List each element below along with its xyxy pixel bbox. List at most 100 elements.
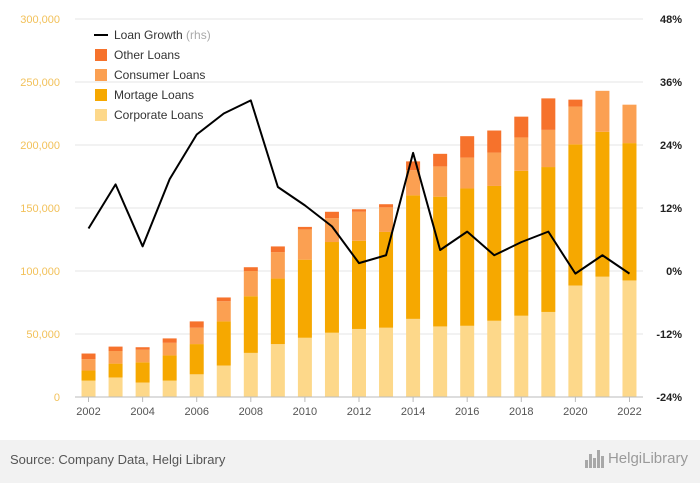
bar-mortage-loans-2015 [433, 196, 448, 327]
bar-consumer-loans-2020 [568, 106, 583, 145]
brand: HelgiLibrary [584, 448, 688, 468]
bar-corporate-loans-2014 [406, 318, 421, 397]
bar-other-loans-2009 [270, 246, 285, 253]
bar-other-loans-2003 [108, 346, 123, 352]
y-right-tick-label: 48% [660, 14, 682, 26]
x-tick-label: 2018 [509, 406, 533, 418]
bar-mortage-loans-2010 [297, 259, 312, 338]
bar-other-loans-2002 [81, 353, 96, 360]
bar-consumer-loans-2007 [216, 301, 231, 322]
x-tick-label: 2012 [347, 406, 371, 418]
bar-corporate-loans-2015 [433, 326, 448, 397]
bar-consumer-loans-2010 [297, 229, 312, 260]
bar-other-loans-2007 [216, 297, 231, 302]
bar-mortage-loans-2005 [162, 355, 177, 381]
legend: Loan Growth (rhs) Other Loans Consumer Loa… [94, 28, 211, 122]
bar-corporate-loans-2009 [270, 344, 285, 397]
bar-corporate-loans-2020 [568, 285, 583, 397]
bar-corporate-loans-2003 [108, 377, 123, 397]
bar-corporate-loans-2013 [379, 327, 394, 397]
bar-corporate-loans-2004 [135, 382, 150, 397]
bar-mortage-loans-2020 [568, 144, 583, 286]
bar-mortage-loans-2008 [243, 296, 258, 353]
y-left-tick-label: 100,000 [20, 266, 60, 278]
bar-corporate-loans-2010 [297, 337, 312, 397]
legend-swatch-icon [95, 109, 107, 121]
bar-other-loans-2019 [541, 98, 556, 130]
y-right-tick-label: -24% [656, 392, 682, 404]
bar-mortage-loans-2011 [324, 242, 339, 333]
legend-label: Loan Growth (rhs) [114, 28, 211, 42]
bar-mortage-loans-2004 [135, 362, 150, 383]
footer: Source: Company Data, Helgi Library Helg… [0, 440, 700, 483]
bar-other-loans-2015 [433, 153, 448, 167]
bar-mortage-loans-2014 [406, 195, 421, 319]
legend-label: Corporate Loans [114, 108, 203, 122]
legend-label: Consumer Loans [114, 68, 205, 82]
bar-mortage-loans-2017 [487, 185, 502, 321]
bar-mortage-loans-2009 [270, 278, 285, 345]
bar-other-loans-2010 [297, 226, 312, 230]
bar-corporate-loans-2022 [622, 280, 637, 397]
legend-axis-suffix: (rhs) [183, 28, 211, 42]
bar-mortage-loans-2022 [622, 143, 637, 281]
bar-mortage-loans-2013 [379, 231, 394, 328]
bar-consumer-loans-2015 [433, 166, 448, 197]
y-left-tick-label: 300,000 [20, 14, 60, 26]
bar-consumer-loans-2016 [460, 157, 475, 189]
y-right-tick-label: 24% [660, 140, 682, 152]
bar-corporate-loans-2019 [541, 311, 556, 397]
bar-other-loans-2013 [379, 204, 394, 208]
y-right-tick-label: 12% [660, 203, 682, 215]
source-text: Source: Company Data, Helgi Library [10, 452, 226, 467]
bar-corporate-loans-2018 [514, 315, 529, 397]
bar-corporate-loans-2008 [243, 352, 258, 397]
bar-consumer-loans-2012 [352, 211, 366, 241]
bar-consumer-loans-2018 [514, 137, 529, 171]
bar-consumer-loans-2022 [622, 104, 637, 144]
bar-consumer-loans-2003 [108, 351, 123, 364]
bar-corporate-loans-2006 [189, 374, 204, 397]
bar-corporate-loans-2005 [162, 380, 177, 397]
x-tick-label: 2014 [401, 406, 425, 418]
bar-mortage-loans-2021 [595, 131, 610, 277]
bar-other-loans-2011 [324, 211, 339, 219]
bar-other-loans-2020 [568, 99, 583, 107]
y-left-tick-label: 50,000 [26, 329, 60, 341]
bar-mortage-loans-2019 [541, 167, 556, 312]
legend-swatch-icon [95, 89, 107, 101]
legend-label: Other Loans [114, 48, 180, 62]
y-left-tick-label: 0 [54, 392, 60, 404]
bar-corporate-loans-2021 [595, 276, 610, 397]
bar-consumer-loans-2021 [595, 90, 610, 132]
y-right-tick-label: 0% [666, 266, 682, 278]
bar-consumer-loans-2004 [135, 349, 150, 363]
bar-corporate-loans-2017 [487, 320, 502, 397]
bar-other-loans-2016 [460, 136, 475, 158]
bar-other-loans-2008 [243, 267, 258, 271]
legend-swatch-icon [95, 49, 107, 61]
bar-mortage-loans-2018 [514, 170, 529, 316]
loan-growth-line [87, 99, 631, 275]
x-tick-label: 2010 [293, 406, 317, 418]
legend-label: Mortage Loans [114, 88, 194, 102]
y-left-tick-label: 200,000 [20, 140, 60, 152]
bar-mortage-loans-2007 [216, 321, 231, 366]
bars [81, 90, 637, 397]
brand-name: HelgiLibrary [607, 449, 688, 467]
bar-corporate-loans-2016 [460, 325, 475, 397]
bar-corporate-loans-2011 [324, 332, 339, 397]
bar-consumer-loans-2009 [270, 252, 285, 279]
bar-consumer-loans-2019 [541, 129, 556, 168]
bar-mortage-loans-2016 [460, 188, 475, 326]
bar-consumer-loans-2008 [243, 271, 258, 297]
y-left-tick-label: 250,000 [20, 77, 60, 89]
bar-mortage-loans-2003 [108, 363, 123, 378]
bar-consumer-loans-2017 [487, 152, 502, 186]
bar-consumer-loans-2006 [189, 327, 204, 345]
bar-mortage-loans-2006 [189, 344, 204, 375]
bar-consumer-loans-2002 [81, 359, 96, 371]
bar-other-loans-2006 [189, 321, 204, 328]
bar-mortage-loans-2002 [81, 370, 96, 381]
x-tick-label: 2006 [184, 406, 208, 418]
